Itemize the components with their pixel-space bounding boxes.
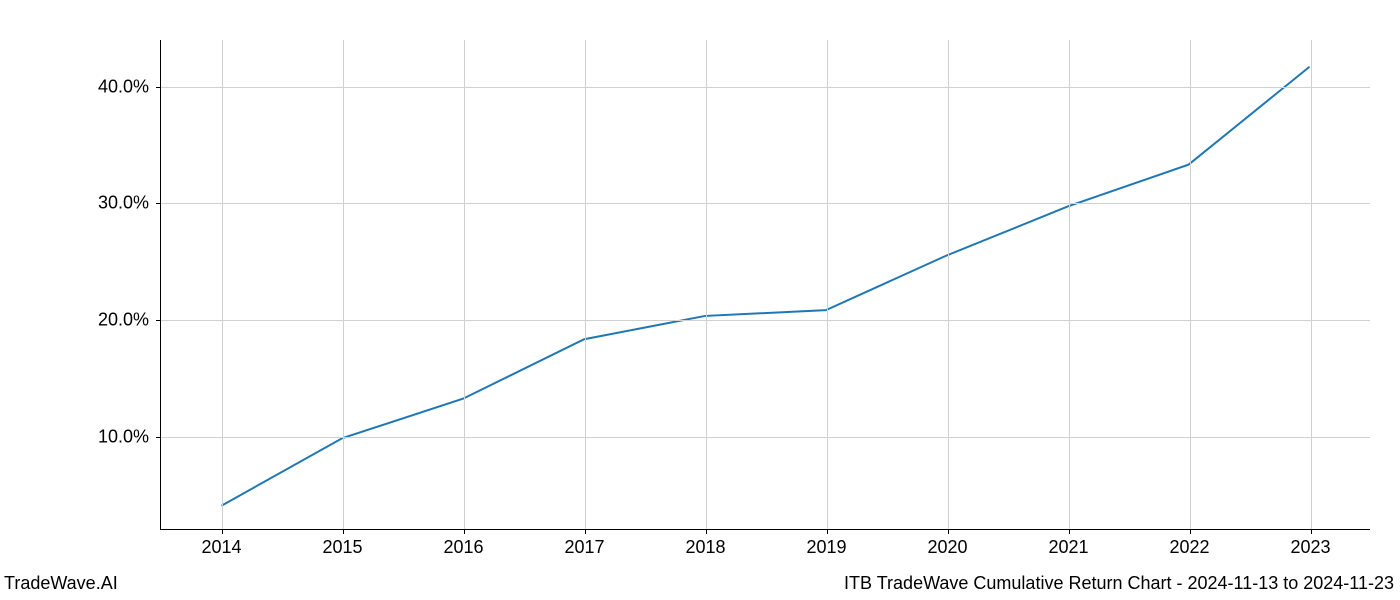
y-tick-mark [156, 203, 161, 204]
x-tick-mark [948, 529, 949, 534]
grid-line-vertical [1190, 40, 1191, 529]
y-tick-label: 20.0% [98, 310, 149, 331]
x-tick-mark [222, 529, 223, 534]
x-tick-mark [464, 529, 465, 534]
x-tick-label: 2015 [322, 537, 362, 558]
grid-line-vertical [827, 40, 828, 529]
x-tick-mark [827, 529, 828, 534]
grid-line-horizontal [161, 87, 1370, 88]
x-tick-mark [343, 529, 344, 534]
y-tick-label: 40.0% [98, 76, 149, 97]
grid-line-vertical [706, 40, 707, 529]
y-tick-mark [156, 437, 161, 438]
grid-line-horizontal [161, 320, 1370, 321]
x-tick-label: 2023 [1290, 537, 1330, 558]
chart-container: 2014201520162017201820192020202120222023… [160, 40, 1370, 530]
grid-line-vertical [948, 40, 949, 529]
y-tick-label: 10.0% [98, 426, 149, 447]
x-tick-mark [1311, 529, 1312, 534]
grid-line-vertical [1311, 40, 1312, 529]
x-tick-mark [706, 529, 707, 534]
x-tick-label: 2019 [806, 537, 846, 558]
x-tick-mark [585, 529, 586, 534]
x-tick-label: 2017 [564, 537, 604, 558]
y-tick-mark [156, 87, 161, 88]
grid-line-vertical [1069, 40, 1070, 529]
x-tick-label: 2018 [685, 537, 725, 558]
watermark-right: ITB TradeWave Cumulative Return Chart - … [844, 573, 1394, 594]
grid-line-vertical [343, 40, 344, 529]
y-tick-label: 30.0% [98, 193, 149, 214]
x-tick-label: 2016 [443, 537, 483, 558]
grid-line-vertical [464, 40, 465, 529]
x-tick-label: 2014 [201, 537, 241, 558]
x-tick-label: 2020 [927, 537, 967, 558]
x-tick-label: 2022 [1169, 537, 1209, 558]
series-line [221, 67, 1309, 506]
grid-line-horizontal [161, 437, 1370, 438]
grid-line-vertical [222, 40, 223, 529]
grid-line-vertical [585, 40, 586, 529]
x-tick-mark [1190, 529, 1191, 534]
watermark-left: TradeWave.AI [4, 573, 118, 594]
grid-line-horizontal [161, 203, 1370, 204]
y-tick-mark [156, 320, 161, 321]
plot-area: 2014201520162017201820192020202120222023… [160, 40, 1370, 530]
x-tick-mark [1069, 529, 1070, 534]
x-tick-label: 2021 [1048, 537, 1088, 558]
